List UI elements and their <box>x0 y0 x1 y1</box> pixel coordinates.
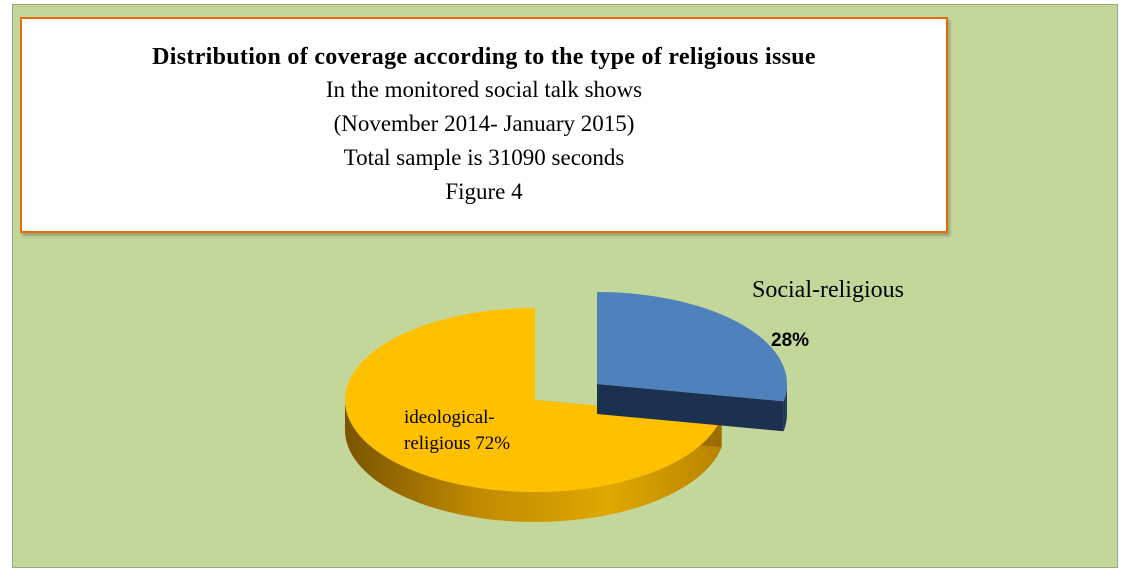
chart-title-box: Distribution of coverage according to th… <box>20 17 948 233</box>
slice-ideological-religious-side <box>345 400 722 523</box>
slice-label-social-religious: Social-religious <box>752 277 904 303</box>
chart-subtitle-line-1: In the monitored social talk shows <box>325 77 643 102</box>
slice-ideological-religious <box>345 308 722 493</box>
slice-social-religious-cut-face <box>597 384 784 432</box>
chart-subtitle-line-2: (November 2014- January 2015) <box>333 111 635 136</box>
chart-title: Distribution of coverage according to th… <box>152 44 816 70</box>
slice-value-social-religious: 28% <box>771 330 809 351</box>
slice-label-ideological-religious-line-1: ideological- <box>404 407 495 428</box>
chart-figure-label: Figure 4 <box>445 179 523 204</box>
slice-label-ideological-religious-line-2: religious 72% <box>404 433 510 454</box>
slice-social-religious-side <box>783 384 787 432</box>
slice-social-religious <box>597 292 787 402</box>
chart-subtitle-line-3: Total sample is 31090 seconds <box>343 145 625 170</box>
